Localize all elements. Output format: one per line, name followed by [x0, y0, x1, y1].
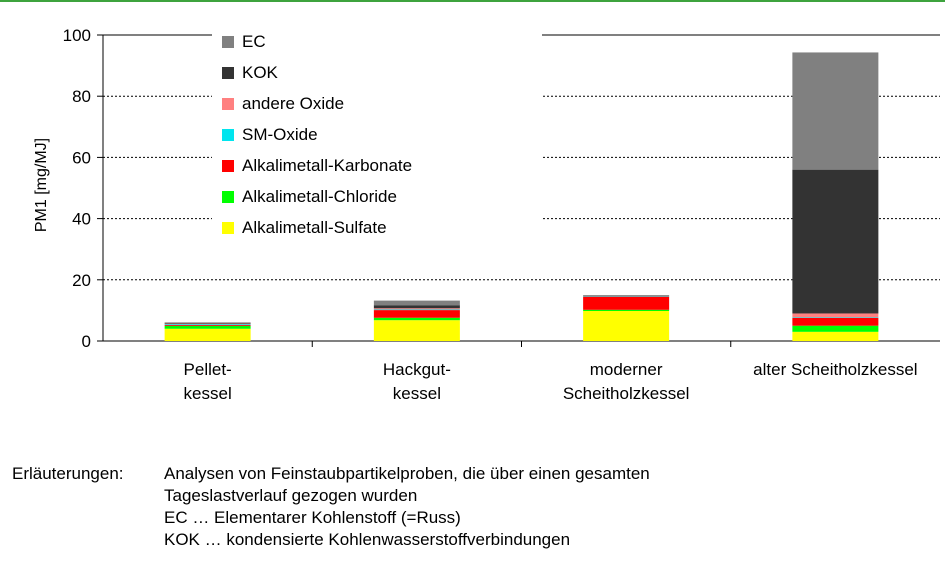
y-tick-label: 60 — [72, 148, 91, 167]
x-tick-label: alter Scheitholzkessel — [753, 360, 917, 379]
bar-segment — [373, 308, 460, 310]
y-tick-label: 40 — [72, 210, 91, 229]
bar-segment — [583, 295, 670, 297]
chart-legend: EC KOK andere Oxide SM-Oxide Alkalimetall-Ka… — [222, 26, 412, 243]
legend-item: KOK — [222, 57, 412, 88]
bar-segment — [164, 322, 251, 323]
legend-swatch — [222, 97, 234, 110]
bar-segment — [792, 317, 879, 318]
x-tick-label: Hackgut- — [383, 360, 451, 379]
bar-segment — [164, 325, 251, 327]
bar-segment — [373, 300, 460, 306]
bar-segment — [583, 295, 670, 296]
notes-heading: Erläuterungen: — [12, 464, 124, 483]
legend-label: SM-Oxide — [242, 124, 318, 144]
stacked-bar-chart: 0 20 40 60 80 100 Pellet-kessel Hackgut-kessel m… — [62, 22, 940, 403]
legend-swatch — [222, 128, 234, 141]
legend-label: KOK — [242, 62, 278, 82]
legend-label: andere Oxide — [242, 93, 345, 113]
legend-swatch — [222, 159, 234, 172]
x-tick-label: moderner — [590, 360, 663, 379]
legend-background — [212, 22, 542, 244]
legend-item: Alkalimetall-Chloride — [222, 181, 412, 212]
y-tick-label: 80 — [72, 87, 91, 106]
bar-segment — [164, 328, 251, 341]
legend-swatch — [222, 190, 234, 203]
legend-label: Alkalimetall-Chloride — [242, 186, 397, 206]
y-tick-label: 0 — [82, 332, 91, 351]
legend-label: EC — [242, 31, 266, 51]
bar-segment — [583, 309, 670, 312]
legend-swatch — [222, 35, 234, 48]
x-tick-label: Pellet- — [184, 360, 232, 379]
bar-segment — [792, 169, 879, 314]
bar-segment — [373, 310, 460, 318]
x-tick-label: kessel — [393, 384, 441, 403]
bar-segment — [373, 305, 460, 309]
legend-label: Alkalimetall-Karbonate — [242, 155, 413, 175]
top-rule — [0, 0, 945, 2]
legend-item: andere Oxide — [222, 88, 412, 119]
y-tick-label: 100 — [63, 26, 91, 45]
legend-swatch — [222, 221, 234, 234]
x-tick-label: kessel — [184, 384, 232, 403]
notes-line-1: Analysen von Feinstaubpartikelproben, di… — [164, 464, 650, 483]
notes-line-3: EC … Elementarer Kohlenstoff (=Russ) — [164, 508, 461, 527]
explanation-notes: Erläuterungen: Analysen von Feinstaubpar… — [12, 463, 932, 551]
bar-segment — [373, 309, 460, 311]
bar-segment — [164, 326, 251, 329]
bar-segment — [164, 324, 251, 326]
bar-segment — [164, 323, 251, 325]
bar-segment — [583, 311, 670, 341]
legend-item: Alkalimetall-Karbonate — [222, 150, 412, 181]
bar-segment — [583, 296, 670, 310]
x-tick-label: Scheitholzkessel — [563, 384, 690, 403]
y-axis-title: PM1 [mg/MJ] — [33, 137, 50, 233]
legend-item: SM-Oxide — [222, 119, 412, 150]
bar-segment — [792, 325, 879, 332]
notes-line-4: KOK … kondensierte Kohlenwasserstoffverb… — [164, 530, 571, 549]
notes-line-2: Tageslastverlauf gezogen wurden — [164, 486, 418, 505]
bar-segment — [792, 317, 879, 326]
bar-segment — [792, 52, 879, 170]
legend-label: Alkalimetall-Sulfate — [242, 217, 387, 237]
legend-item: EC — [222, 26, 412, 57]
legend-item: Alkalimetall-Sulfate — [222, 212, 412, 243]
bar-segment — [792, 313, 879, 318]
bar-segment — [792, 331, 879, 341]
bar-segment — [373, 317, 460, 321]
y-tick-label: 20 — [72, 271, 91, 290]
legend-swatch — [222, 66, 234, 79]
bar-segment — [164, 322, 251, 324]
bar-segment — [373, 320, 460, 341]
